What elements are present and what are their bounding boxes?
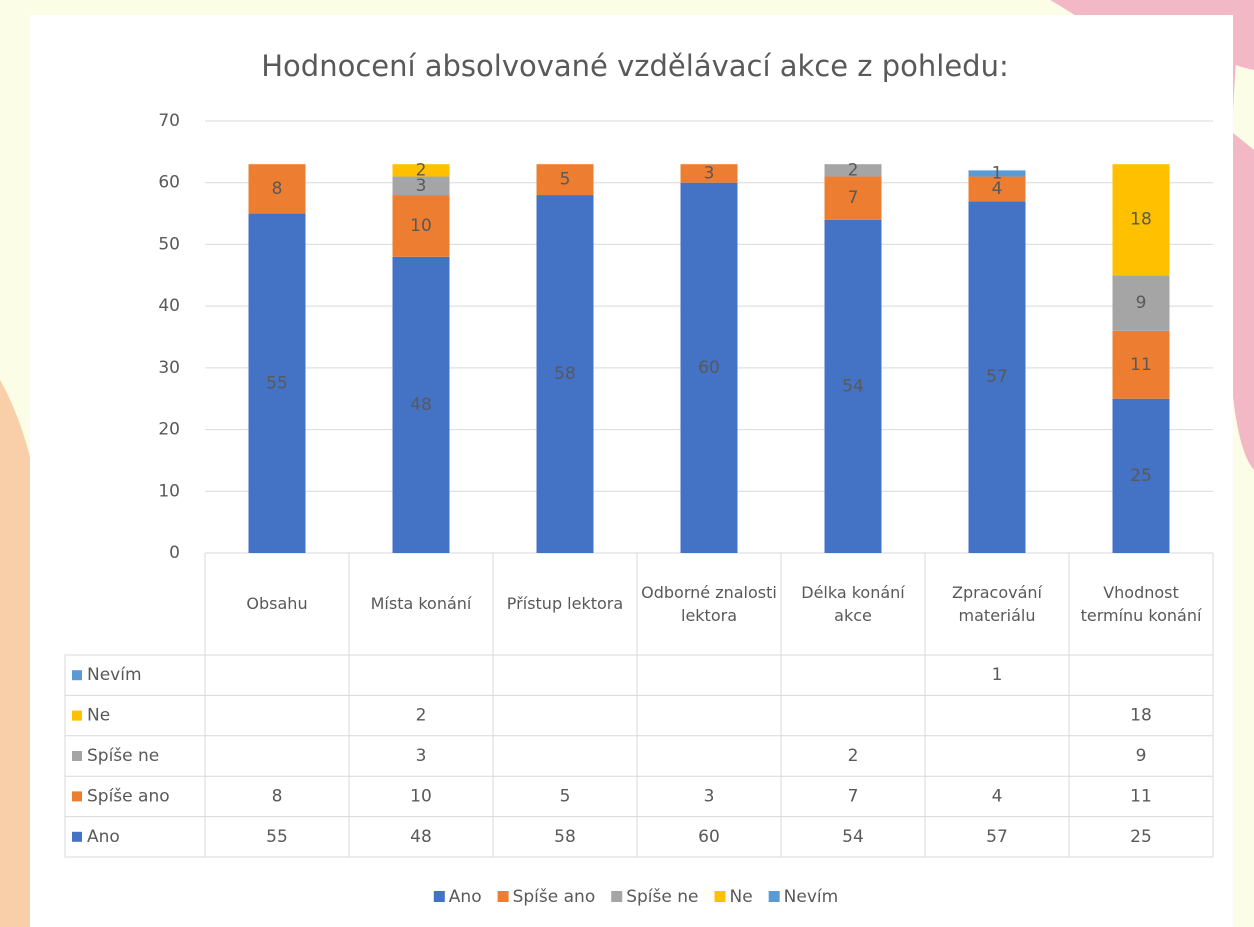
data-label: 8 bbox=[272, 179, 283, 199]
y-tick-label: 20 bbox=[158, 420, 180, 440]
x-tick-label-box: Délka konání akce bbox=[783, 555, 923, 653]
data-label: 5 bbox=[560, 170, 571, 190]
data-label: 48 bbox=[410, 395, 432, 415]
table-legend-key bbox=[72, 751, 82, 761]
x-tick-label-box: Zpracování materiálu bbox=[927, 555, 1067, 653]
data-label: 9 bbox=[1136, 293, 1147, 313]
table-cell: 54 bbox=[842, 827, 864, 847]
table-cell: 25 bbox=[1130, 827, 1152, 847]
table-cell: 3 bbox=[416, 746, 427, 766]
table-row-label: Spíše ano bbox=[87, 786, 170, 806]
table-row-label: Spíše ne bbox=[87, 746, 159, 766]
data-label: 11 bbox=[1130, 355, 1152, 375]
x-tick-label-box: Odborné znalosti lektora bbox=[639, 555, 779, 653]
x-tick-label: Délka konání akce bbox=[783, 555, 923, 653]
chart-panel bbox=[30, 15, 1233, 927]
data-label: 57 bbox=[986, 367, 1008, 387]
table-legend-key bbox=[72, 832, 82, 842]
table-cell: 8 bbox=[272, 786, 283, 806]
data-label: 58 bbox=[554, 364, 576, 384]
table-legend-key bbox=[72, 711, 82, 721]
y-tick-label: 40 bbox=[158, 296, 180, 316]
legend-label: Ano bbox=[449, 887, 482, 907]
x-tick-label-box: Přístup lektora bbox=[495, 555, 635, 653]
y-tick-label: 0 bbox=[169, 543, 180, 563]
table-cell: 7 bbox=[848, 786, 859, 806]
table-legend-key bbox=[72, 670, 82, 680]
table-cell: 4 bbox=[992, 786, 1003, 806]
table-legend-key bbox=[72, 791, 82, 801]
y-tick-label: 30 bbox=[158, 358, 180, 378]
table-cell: 9 bbox=[1136, 746, 1147, 766]
data-label: 2 bbox=[848, 160, 859, 180]
legend-label: Spíše ano bbox=[513, 887, 596, 907]
x-tick-label-box: Obsahu bbox=[207, 555, 347, 653]
data-label: 7 bbox=[848, 188, 859, 208]
table-row-label: Ano bbox=[87, 827, 120, 847]
table-cell: 11 bbox=[1130, 786, 1152, 806]
table-row-label: Ne bbox=[87, 706, 110, 726]
chart-title: Hodnocení absolvované vzdělávací akce z … bbox=[261, 49, 1009, 83]
x-tick-label-box: Vhodnost termínu konání bbox=[1071, 555, 1211, 653]
table-cell: 57 bbox=[986, 827, 1008, 847]
data-label: 18 bbox=[1130, 210, 1152, 230]
y-tick-label: 50 bbox=[158, 234, 180, 254]
data-label: 54 bbox=[842, 376, 864, 396]
y-tick-label: 60 bbox=[158, 173, 180, 193]
data-label: 55 bbox=[266, 373, 288, 393]
data-label: 3 bbox=[704, 163, 715, 183]
table-cell: 1 bbox=[992, 665, 1003, 685]
legend-label: Ne bbox=[729, 887, 752, 907]
table-cell: 55 bbox=[266, 827, 288, 847]
table-cell: 3 bbox=[704, 786, 715, 806]
legend-label: Nevím bbox=[784, 887, 839, 907]
data-label: 25 bbox=[1130, 466, 1152, 486]
table-cell: 2 bbox=[416, 706, 427, 726]
x-tick-label-box: Místa konání bbox=[351, 555, 491, 653]
legend-key bbox=[611, 891, 622, 902]
legend-label: Spíše ne bbox=[626, 887, 698, 907]
table-cell: 18 bbox=[1130, 706, 1152, 726]
legend-key bbox=[498, 891, 509, 902]
table-row-label: Nevím bbox=[87, 665, 142, 685]
table-cell: 48 bbox=[410, 827, 432, 847]
x-tick-label: Vhodnost termínu konání bbox=[1071, 555, 1211, 653]
legend-key bbox=[434, 891, 445, 902]
legend-key bbox=[714, 891, 725, 902]
x-tick-label: Obsahu bbox=[207, 555, 347, 653]
legend-key bbox=[769, 891, 780, 902]
x-tick-label: Zpracování materiálu bbox=[927, 555, 1067, 653]
table-cell: 60 bbox=[698, 827, 720, 847]
chart: Hodnocení absolvované vzdělávací akce z … bbox=[0, 0, 1254, 927]
table-cell: 5 bbox=[560, 786, 571, 806]
x-tick-label: Odborné znalosti lektora bbox=[639, 555, 779, 653]
y-tick-label: 10 bbox=[158, 481, 180, 501]
table-cell: 58 bbox=[554, 827, 576, 847]
x-tick-label: Místa konání bbox=[351, 555, 491, 653]
data-label: 10 bbox=[410, 216, 432, 236]
data-label: 1 bbox=[992, 163, 1003, 183]
y-tick-label: 70 bbox=[158, 111, 180, 131]
data-label: 60 bbox=[698, 358, 720, 378]
table-cell: 2 bbox=[848, 746, 859, 766]
x-tick-label: Přístup lektora bbox=[495, 555, 635, 653]
table-cell: 10 bbox=[410, 786, 432, 806]
data-label: 2 bbox=[416, 160, 427, 180]
